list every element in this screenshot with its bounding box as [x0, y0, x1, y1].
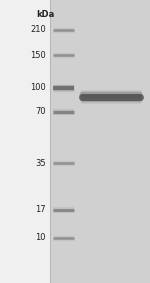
- Text: 10: 10: [36, 233, 46, 243]
- Text: 17: 17: [35, 205, 46, 215]
- Bar: [0, 0, 50, 283]
- Text: kDa: kDa: [36, 10, 54, 19]
- Text: 210: 210: [30, 25, 46, 35]
- Text: 100: 100: [30, 83, 46, 93]
- Text: 150: 150: [30, 50, 46, 59]
- Bar: [50, 0, 150, 283]
- Text: 35: 35: [35, 158, 46, 168]
- Text: 70: 70: [35, 108, 46, 117]
